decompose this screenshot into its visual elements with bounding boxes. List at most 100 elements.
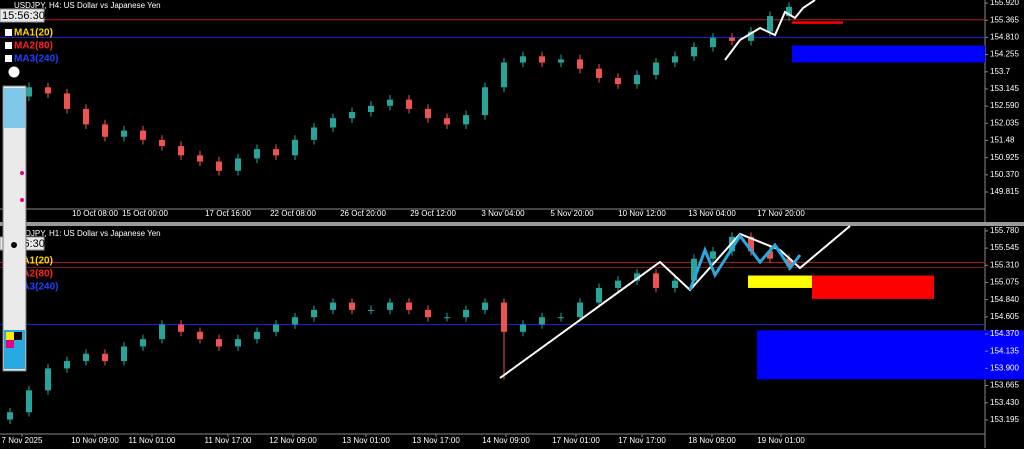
candle-body — [463, 115, 469, 125]
candle-body — [64, 361, 70, 369]
candle — [26, 385, 32, 417]
pane-separator — [0, 222, 1024, 226]
candle-body — [83, 108, 89, 125]
tool-icon[interactable] — [7, 65, 21, 79]
candle-body — [121, 130, 127, 137]
candle — [102, 119, 108, 142]
candle — [596, 283, 602, 307]
candle — [140, 334, 146, 351]
candle-body — [558, 317, 564, 319]
color-swatch[interactable] — [6, 340, 14, 348]
candle-body — [501, 62, 507, 88]
candle-body — [159, 139, 165, 147]
candle — [368, 101, 374, 117]
clock-box — [0, 8, 45, 23]
tool-icon[interactable] — [20, 198, 24, 202]
x-tick-label: 17 Nov 01:00 — [552, 436, 600, 445]
candle-body — [349, 112, 355, 119]
tool-icon[interactable] — [11, 242, 17, 248]
candle-body — [368, 309, 374, 311]
legend-label: MA2(80) — [14, 41, 53, 52]
candle — [786, 2, 792, 21]
toolbar[interactable] — [2, 65, 27, 372]
candle-body — [691, 258, 697, 281]
candle-body — [45, 368, 51, 391]
candle — [653, 268, 659, 293]
candle-body — [786, 6, 792, 17]
candle — [406, 298, 412, 315]
y-tick-label: 153.195 — [990, 415, 1019, 424]
y-tick-label: 153.145 — [990, 84, 1019, 93]
x-tick-label: 5 Nov 20:00 — [550, 209, 594, 218]
candle — [691, 42, 697, 61]
candle — [121, 342, 127, 366]
zone — [792, 21, 843, 24]
y-tick-label: 151.48 — [990, 136, 1015, 145]
candle-body — [425, 309, 431, 318]
candle-body — [558, 59, 564, 63]
y-tick-label: 155.310 — [990, 260, 1019, 269]
candle-body — [482, 302, 488, 310]
y-tick-label: 155.545 — [990, 243, 1019, 252]
candle — [64, 356, 70, 373]
candle-body — [197, 331, 203, 340]
candle-body — [520, 324, 526, 332]
candle-body — [653, 273, 659, 288]
candle-body — [406, 302, 412, 310]
candle-body — [634, 74, 640, 85]
candle-body — [596, 287, 602, 303]
toolbar-panel[interactable] — [2, 85, 27, 372]
x-tick-label: 13 Nov 01:00 — [342, 436, 390, 445]
candle — [197, 150, 203, 167]
candle — [368, 305, 374, 315]
candle — [292, 312, 298, 329]
candle-body — [710, 37, 716, 48]
candle — [520, 51, 526, 68]
candle — [311, 305, 317, 322]
x-tick-label: 19 Nov 01:00 — [757, 436, 805, 445]
candle — [7, 407, 13, 424]
candle-body — [254, 149, 260, 159]
color-swatch[interactable] — [14, 332, 22, 340]
chart-title: USDJPY, H4: US Dollar vs Japanese Yen — [14, 1, 161, 10]
tool-button[interactable] — [4, 88, 25, 128]
candle — [558, 312, 564, 322]
candle — [121, 125, 127, 142]
candle — [235, 334, 241, 351]
x-tick-label: 18 Nov 09:00 — [688, 436, 736, 445]
candle — [482, 82, 488, 120]
legend-label: MA3(240) — [14, 282, 58, 293]
candle-body — [577, 59, 583, 69]
color-swatch[interactable] — [6, 332, 14, 340]
candle-body — [425, 108, 431, 119]
tool-icon[interactable] — [20, 171, 24, 175]
y-tick-label: 154.810 — [990, 33, 1019, 42]
candle — [216, 334, 222, 351]
y-tick-label: 150.925 — [990, 153, 1019, 162]
y-tick-label: 153.900 — [990, 363, 1019, 372]
candle-body — [273, 149, 279, 156]
candle-body — [330, 118, 336, 128]
candle — [140, 125, 146, 145]
candle-body — [121, 346, 127, 362]
candle — [273, 144, 279, 160]
candle-body — [178, 146, 184, 156]
y-tick-label: 155.075 — [990, 278, 1019, 287]
candle-body — [102, 353, 108, 362]
candle — [710, 247, 716, 264]
candle — [273, 320, 279, 337]
candle-body — [539, 317, 545, 325]
candle-body — [197, 155, 203, 162]
candle-body — [26, 87, 32, 97]
candle — [463, 110, 469, 130]
candle — [501, 57, 507, 92]
candle — [254, 327, 260, 344]
candle — [444, 312, 450, 322]
candle — [653, 57, 659, 80]
y-tick-label: 153.7 — [990, 67, 1011, 76]
candle-body — [273, 324, 279, 332]
y-tick-label: 150.370 — [990, 170, 1019, 179]
candle — [425, 104, 431, 123]
candle-body — [596, 68, 602, 78]
candle — [672, 51, 678, 68]
